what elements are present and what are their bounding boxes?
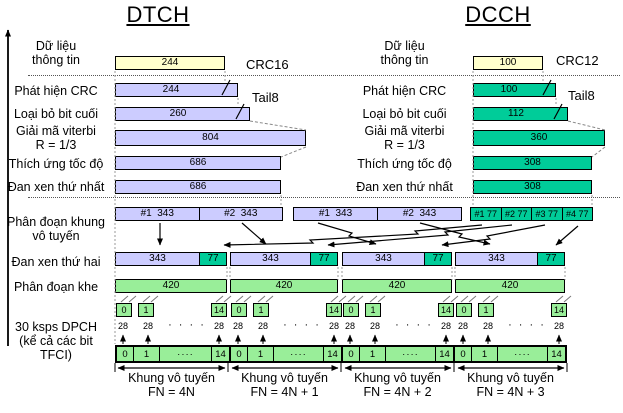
bits-per-slot: 28 [142, 321, 153, 331]
dcch-interleave1-bar: 308 [473, 180, 592, 194]
interleave2-bar-4: 343 77 [455, 252, 565, 266]
slot-box: 0 [456, 303, 472, 317]
bits-per-slot: 28 [257, 321, 268, 331]
label-tail-removal-dcch: Loại bỏ bit cuối [362, 107, 447, 121]
slot-seg-bar-4: 420 [455, 279, 565, 293]
label-dpch: 30 ksps DPCH (kể cả các bit TFCI) [15, 320, 97, 362]
label-viterbi-dcch: Giải mã viterbi R = 1/3 [364, 124, 445, 152]
label-rate-matching: Thích ứng tốc độ [8, 157, 104, 171]
interleave2-bar-2: 343 77 [230, 252, 338, 266]
dcch-info-bar: 100 [473, 56, 543, 70]
label-viterbi: Giải mã viterbi R = 1/3 [16, 124, 96, 152]
dtch-segmentation-bar-tti2: #1 343 #2 343 [293, 207, 462, 221]
frame-caption-2: Khung vô tuyến FN = 4N + 1 [241, 371, 328, 399]
bits-per-slot: 28 [440, 321, 451, 331]
bits-per-slot: 28 [232, 321, 243, 331]
slot-seg-bar-1: 420 [115, 279, 227, 293]
label-tail-removal: Loại bỏ bit cuối [13, 107, 99, 121]
dpch-bar: 0 1 ···· 14 0 1 ···· 14 0 1 ···· 14 0 1 … [115, 345, 567, 363]
slot-box: 1 [478, 303, 494, 317]
dtch-viterbi-bar: 804 [115, 130, 306, 146]
bits-per-slot: 28 [344, 321, 355, 331]
slot-seg-bar-3: 420 [342, 279, 452, 293]
dtch-info-bar: 244 [115, 56, 225, 70]
interleave2-bar-1: 343 77 [115, 252, 227, 266]
dcch-tail-tag: Tail8 [568, 88, 595, 103]
bits-per-slot: 28 [117, 321, 128, 331]
slot-box: 0 [343, 303, 359, 317]
slot-box: 0 [231, 303, 247, 317]
slot-box: 1 [365, 303, 381, 317]
label-crc-detection-dcch: Phát hiện CRC [362, 84, 447, 98]
dtch-crc-tag: CRC16 [246, 57, 289, 72]
bits-per-slot: 28 [457, 321, 468, 331]
slot-box: 14 [211, 303, 227, 317]
label-info-data-dcch: Dữ liệu thông tin [380, 39, 429, 67]
label-slot-segmentation: Phân đoạn khe [13, 280, 99, 294]
dtch-interleave1-bar: 686 [115, 180, 281, 194]
bits-per-slot: 28 [482, 321, 493, 331]
dpch-frame: 0 1 ···· 14 [453, 347, 565, 361]
dpch-frame: 0 1 ···· 14 [341, 347, 453, 361]
dtch-segmentation-bar-tti1: #1 343 #2 343 [115, 207, 283, 221]
bits-per-slot: 28 [369, 321, 380, 331]
slot-box: 1 [253, 303, 269, 317]
bits-per-slot: 28 [328, 321, 339, 331]
slot-box: 14 [551, 303, 567, 317]
dots: · · · · [168, 319, 206, 331]
label-crc-detection: Phát hiện CRC [14, 84, 98, 98]
dcch-crc-tag: CRC12 [556, 53, 599, 68]
interleave2-bar-3: 343 77 [342, 252, 452, 266]
dots: · · · · [283, 319, 321, 331]
label-info-data: Dữ liệu thông tin [32, 39, 80, 67]
label-first-interleaving: Đan xen thứ nhất [7, 180, 105, 194]
dtch-tail-tag: Tail8 [252, 90, 279, 105]
label-rate-matching-dcch: Thích ứng tốc độ [357, 157, 452, 171]
dcch-segmentation-bar: #1 77 #2 77 #3 77 #4 77 [470, 207, 593, 221]
dcch-rate-bar: 308 [473, 156, 592, 170]
dtch-tail-bar: 260 [115, 107, 250, 121]
frame-caption-3: Khung vô tuyến FN = 4N + 2 [354, 371, 441, 399]
dcch-crc-bar: 100 [473, 83, 556, 97]
dpch-frame: 0 1 ···· 14 [117, 347, 229, 361]
slot-seg-bar-2: 420 [230, 279, 338, 293]
dpch-frame: 0 1 ···· 14 [229, 347, 341, 361]
label-first-interleaving-dcch: Đan xen thứ nhất [356, 180, 453, 194]
label-second-interleaving: Đan xen thứ hai [11, 255, 101, 269]
separator-top [28, 75, 620, 76]
frame-caption-1: Khung vô tuyến FN = 4N [128, 371, 215, 399]
bits-per-slot: 28 [213, 321, 224, 331]
slot-box: 0 [116, 303, 132, 317]
dcch-tail-bar: 112 [473, 107, 568, 121]
separator-middle [28, 197, 620, 198]
dtch-rate-bar: 686 [115, 156, 281, 170]
dots: · · · · [395, 319, 433, 331]
label-frame-segmentation: Phân đoạn khung vô tuyến [6, 215, 105, 243]
dcch-viterbi-bar: 360 [473, 130, 605, 146]
bits-per-slot: 28 [553, 321, 564, 331]
slot-box: 14 [326, 303, 342, 317]
slot-box: 1 [138, 303, 154, 317]
dcch-title: DCCH [465, 2, 531, 27]
dots: · · · · [508, 319, 546, 331]
frame-caption-4: Khung vô tuyến FN = 4N + 3 [467, 371, 554, 399]
dtch-title: DTCH [126, 2, 190, 27]
slot-box: 14 [438, 303, 454, 317]
dtch-crc-bar: 244 [115, 83, 238, 97]
